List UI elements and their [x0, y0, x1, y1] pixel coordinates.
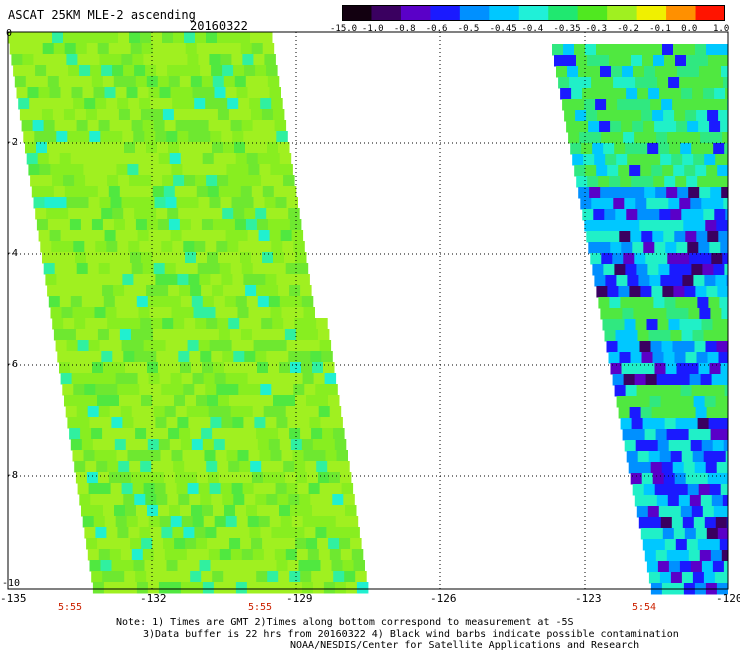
note-line-3: NOAA/NESDIS/Center for Satellite Applica… [290, 640, 639, 652]
note-line-1: Note: 1) Times are GMT 2)Times along bot… [116, 617, 574, 629]
lat-tick-4s: -4 [6, 248, 18, 259]
lon-tick-135w: -135 [0, 592, 27, 605]
lat-tick-6s: -6 [6, 359, 18, 370]
lon-tick-120w: -120 [716, 592, 740, 605]
lat-tick-8s: -8 [6, 470, 18, 481]
lon-tick-123w: -123 [575, 592, 602, 605]
time-label-west: 5:55 [58, 602, 82, 613]
lon-tick-126w: -126 [430, 592, 457, 605]
lon-tick-129w: -129 [286, 592, 313, 605]
lat-tick-10s: -10 [2, 578, 20, 589]
swath-west [8, 32, 368, 594]
time-label-center: 5:55 [248, 602, 272, 613]
lat-tick-0: 0 [6, 28, 12, 39]
lon-tick-132w: -132 [140, 592, 167, 605]
lat-tick-2s: -2 [6, 137, 18, 148]
swath-east [552, 44, 728, 595]
time-label-east: 5:54 [632, 602, 656, 613]
